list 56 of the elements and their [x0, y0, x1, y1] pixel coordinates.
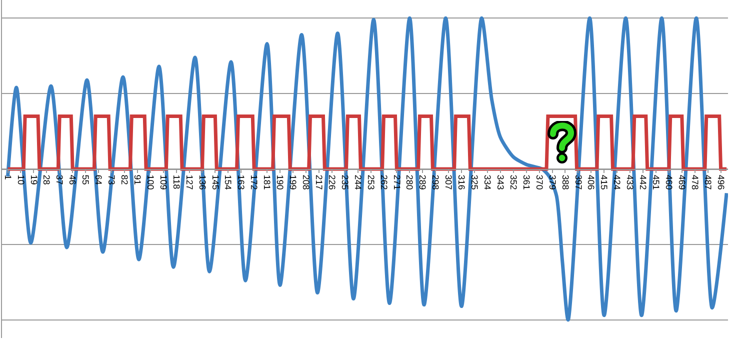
x-tick-label: 334 — [482, 174, 493, 190]
x-tick-label: 361 — [521, 174, 532, 190]
x-tick-label: 10 — [16, 174, 26, 185]
x-tick-label: 442 — [638, 174, 648, 190]
x-tick-label: 370 — [534, 174, 544, 190]
x-tick-label: 163 — [236, 174, 246, 190]
x-tick-label: 352 — [508, 174, 518, 190]
x-tick-label: 1 — [2, 174, 13, 180]
x-tick-label: 37 — [54, 174, 65, 185]
x-tick-label: 91 — [132, 174, 142, 185]
x-tick-label: 343 — [495, 174, 506, 190]
x-tick-label: 19 — [28, 174, 39, 185]
x-tick-label: 415 — [599, 174, 610, 190]
x-tick-label: 280 — [404, 174, 415, 190]
x-tick-label: 46 — [68, 174, 78, 185]
x-tick-label: 406 — [586, 174, 596, 190]
x-tick-label: 154 — [223, 174, 234, 190]
x-tick-label: 109 — [158, 174, 168, 190]
x-tick-label: 55 — [80, 174, 91, 185]
x-tick-label: 145 — [210, 174, 220, 190]
x-tick-label: 469 — [676, 174, 687, 190]
x-tick-label: 496 — [716, 174, 726, 190]
x-tick-label: 226 — [326, 174, 337, 190]
x-tick-label: 127 — [184, 174, 194, 190]
x-tick-label: 136 — [197, 174, 208, 190]
x-tick-label: 487 — [702, 174, 713, 190]
x-tick-label: 460 — [664, 174, 674, 190]
x-tick-label: 190 — [275, 174, 286, 190]
x-tick-label: 262 — [378, 174, 389, 190]
x-tick-label: 307 — [444, 174, 454, 190]
x-tick-label: 172 — [249, 174, 260, 190]
x-tick-label: 253 — [366, 174, 376, 190]
x-tick-label: 199 — [288, 174, 298, 190]
x-tick-label: 433 — [625, 174, 636, 190]
x-tick-label: 316 — [456, 174, 467, 190]
x-tick-label: 235 — [340, 174, 350, 190]
x-tick-label: 244 — [352, 174, 363, 190]
x-tick-label: 397 — [573, 174, 584, 190]
x-tick-label: 118 — [171, 174, 182, 190]
x-tick-label: 289 — [418, 174, 428, 190]
x-tick-label: 478 — [690, 174, 700, 190]
x-tick-label: 217 — [314, 174, 324, 190]
x-tick-label: 298 — [430, 174, 441, 190]
x-tick-label: 100 — [145, 174, 156, 190]
x-tick-label: 271 — [392, 174, 402, 190]
x-tick-label: 181 — [262, 174, 272, 190]
x-tick-label: 424 — [612, 174, 622, 190]
x-tick-label: 64 — [94, 174, 104, 185]
x-tick-label: 379 — [547, 174, 558, 190]
x-tick-label: 208 — [301, 174, 312, 190]
x-tick-label: 451 — [651, 174, 662, 190]
x-tick-label: 73 — [106, 174, 117, 185]
x-tick-label: 388 — [560, 174, 570, 190]
x-tick-label: 28 — [42, 174, 52, 185]
x-tick-label: 82 — [120, 174, 130, 185]
x-tick-label: 325 — [470, 174, 480, 190]
